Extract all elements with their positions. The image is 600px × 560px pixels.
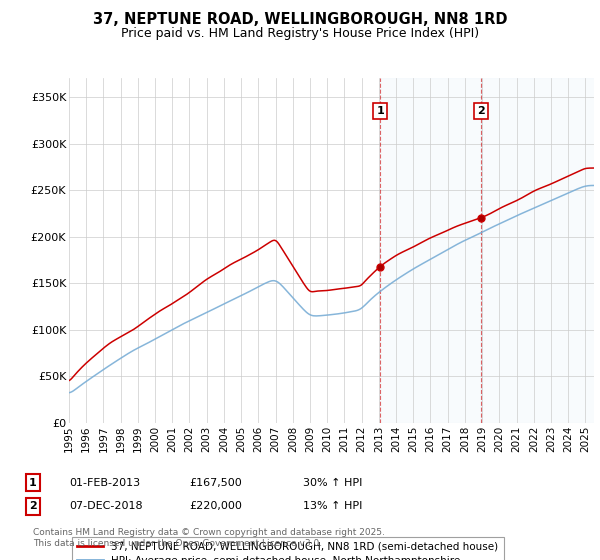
Text: £167,500: £167,500 [189, 478, 242, 488]
Text: 07-DEC-2018: 07-DEC-2018 [69, 501, 143, 511]
Text: 1: 1 [376, 106, 384, 116]
Text: Contains HM Land Registry data © Crown copyright and database right 2025.
This d: Contains HM Land Registry data © Crown c… [33, 528, 385, 548]
Text: 01-FEB-2013: 01-FEB-2013 [69, 478, 140, 488]
Text: 30% ↑ HPI: 30% ↑ HPI [303, 478, 362, 488]
Text: 37, NEPTUNE ROAD, WELLINGBOROUGH, NN8 1RD: 37, NEPTUNE ROAD, WELLINGBOROUGH, NN8 1R… [93, 12, 507, 27]
Text: 2: 2 [29, 501, 37, 511]
Text: £220,000: £220,000 [189, 501, 242, 511]
Text: 13% ↑ HPI: 13% ↑ HPI [303, 501, 362, 511]
Legend: 37, NEPTUNE ROAD, WELLINGBOROUGH, NN8 1RD (semi-detached house), HPI: Average pr: 37, NEPTUNE ROAD, WELLINGBOROUGH, NN8 1R… [71, 537, 503, 560]
Text: 2: 2 [477, 106, 485, 116]
Bar [481, 78, 600, 423]
Text: 1: 1 [29, 478, 37, 488]
Bar [380, 78, 481, 423]
Text: Price paid vs. HM Land Registry's House Price Index (HPI): Price paid vs. HM Land Registry's House … [121, 27, 479, 40]
